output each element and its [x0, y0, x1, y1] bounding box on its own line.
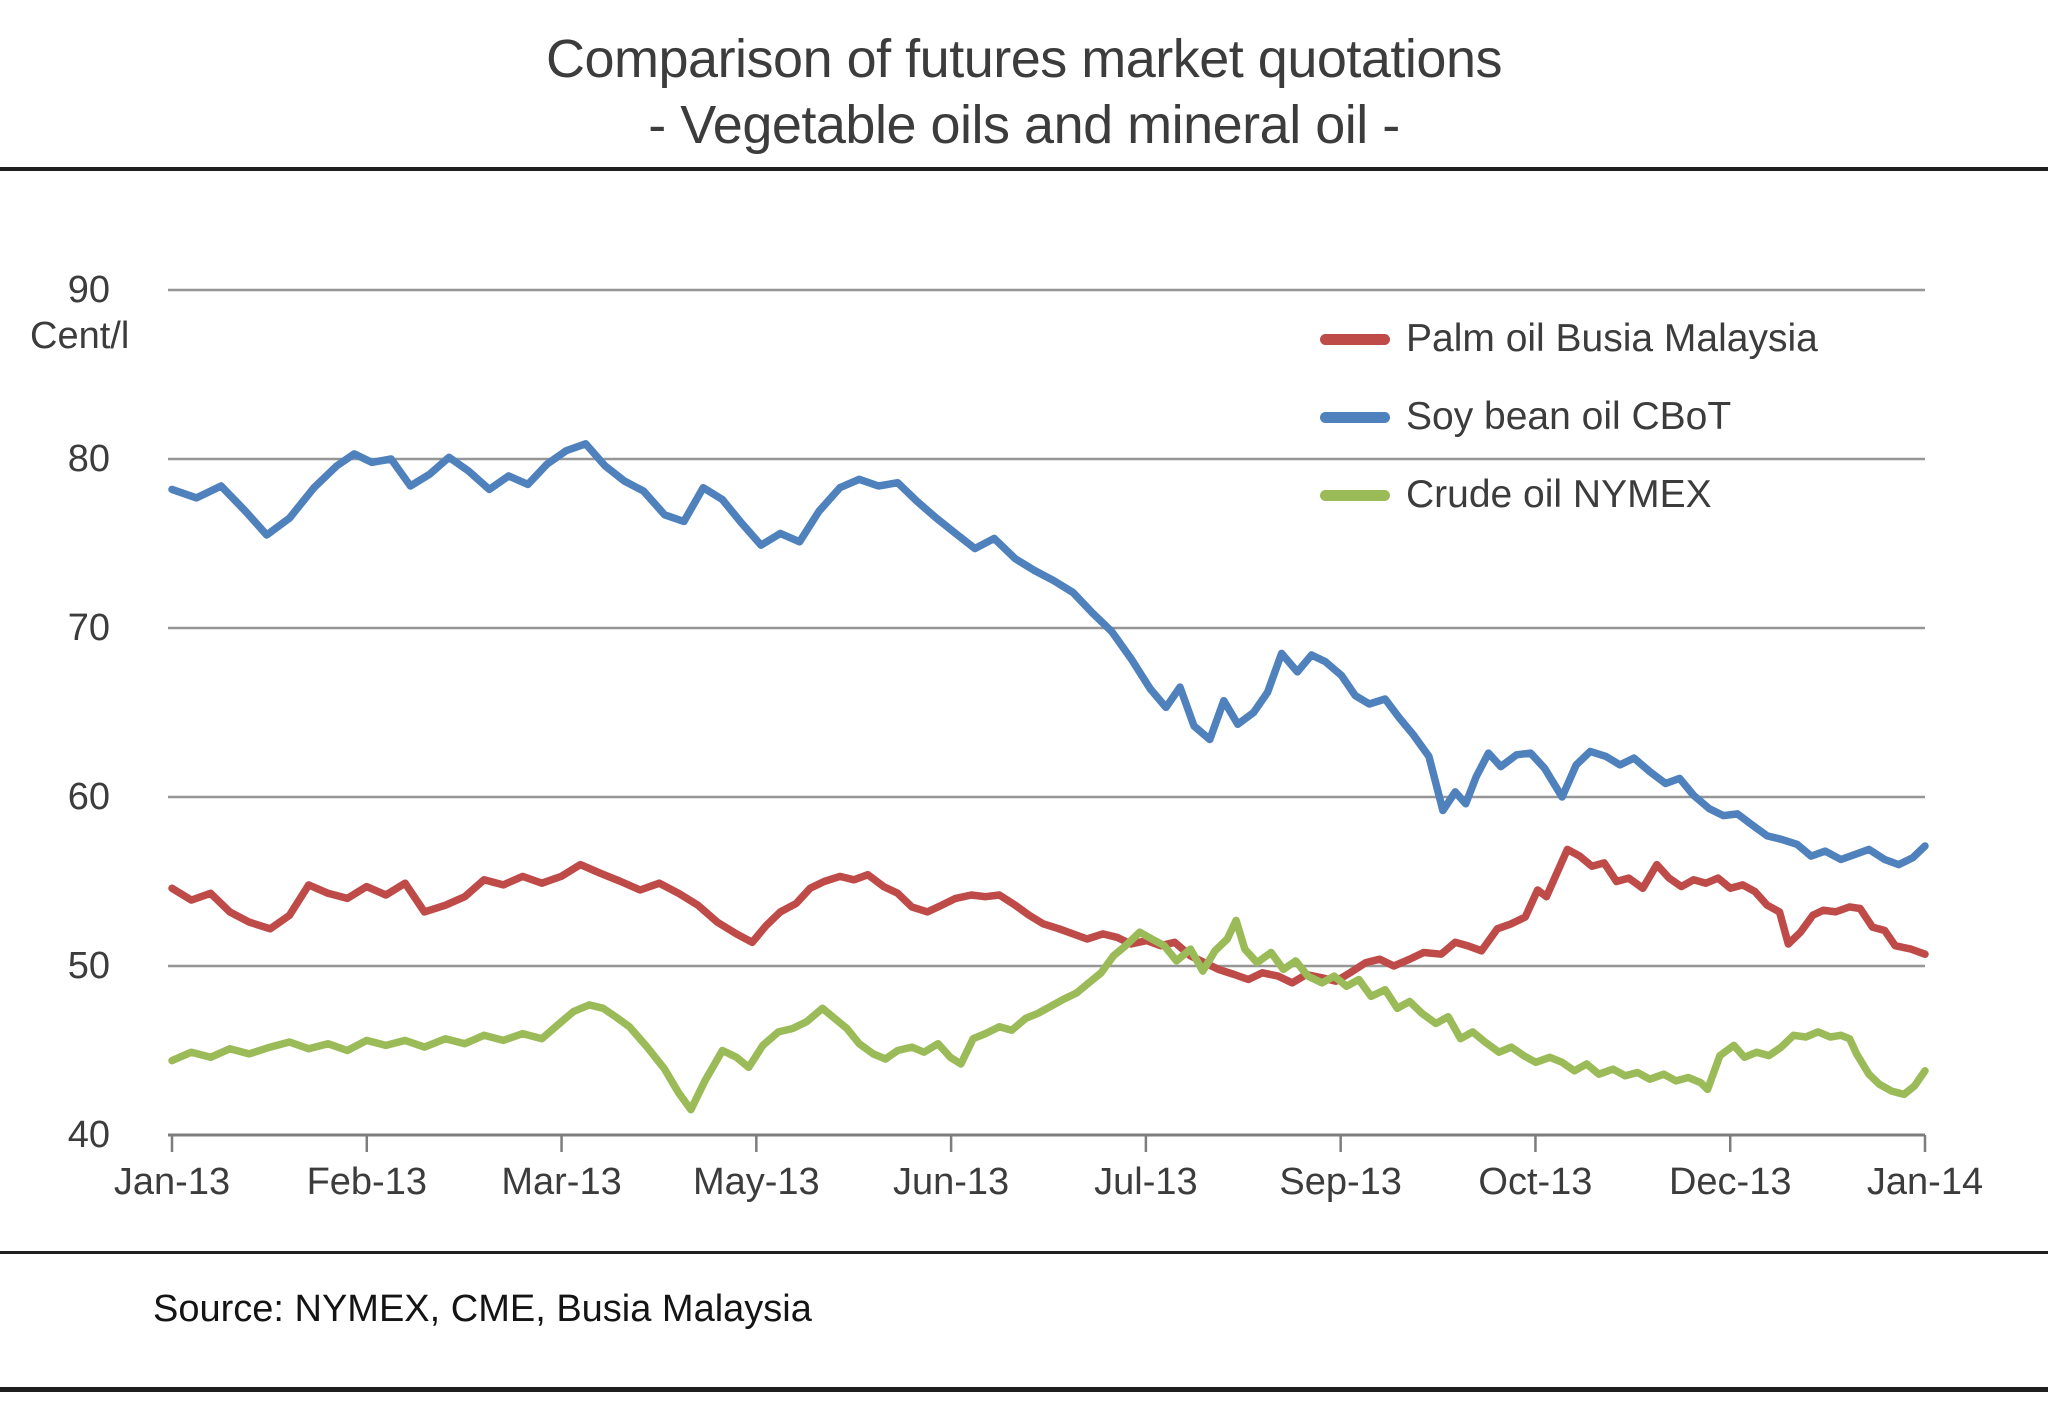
- y-axis-unit-label: Cent/l: [30, 314, 130, 357]
- bottom-divider: [0, 1387, 2048, 1392]
- x-tick-label: Jan-13: [113, 1161, 231, 1203]
- chart-title-line1: Comparison of futures market quotations: [546, 29, 1502, 89]
- x-tick-label: Jun-13: [893, 1161, 1010, 1203]
- legend-swatch-soy-bean-oil: [1320, 411, 1390, 423]
- legend-swatch-palm-oil: [1320, 333, 1390, 345]
- legend-item-soy-bean-oil: Soy bean oil CBoT: [1320, 378, 1818, 456]
- series-line-palm-oil-busia-malaysia: [168, 845, 1929, 987]
- x-tick-label: Jan-14: [1866, 1161, 1984, 1203]
- chart-title: Comparison of futures market quotations …: [0, 26, 2048, 158]
- y-tick-label: 80: [67, 438, 110, 480]
- source-text: Source: NYMEX, CME, Busia Malaysia: [153, 1288, 812, 1330]
- legend-item-crude-oil: Crude oil NYMEX: [1320, 456, 1818, 534]
- y-tick-label: 90: [67, 269, 110, 311]
- y-tick-label: 70: [67, 607, 110, 649]
- source-divider: [0, 1251, 2048, 1254]
- chart-title-line2: - Vegetable oils and mineral oil -: [648, 95, 1400, 155]
- x-tick-label: Dec-13: [1668, 1161, 1792, 1203]
- series-line-soy-bean-oil-cbot: [168, 440, 1929, 869]
- legend-label-crude-oil: Crude oil NYMEX: [1406, 473, 1712, 516]
- legend: Palm oil Busia Malaysia Soy bean oil CBo…: [1320, 300, 1818, 534]
- legend-label-soy-bean-oil: Soy bean oil CBoT: [1406, 395, 1732, 438]
- x-tick-label: Mar-13: [501, 1161, 622, 1203]
- legend-item-palm-oil: Palm oil Busia Malaysia: [1320, 300, 1818, 378]
- top-divider: [0, 167, 2048, 171]
- y-tick-label: 60: [67, 776, 110, 818]
- series-line-crude-oil-nymex: [168, 916, 1929, 1114]
- legend-label-palm-oil: Palm oil Busia Malaysia: [1406, 317, 1818, 360]
- x-tick-label: Sep-13: [1279, 1161, 1402, 1203]
- x-tick-label: Jul-13: [1094, 1161, 1198, 1203]
- legend-swatch-crude-oil: [1320, 489, 1390, 501]
- y-tick-label: 40: [67, 1114, 110, 1156]
- y-tick-label: 50: [67, 945, 110, 987]
- x-tick-label: Oct-13: [1478, 1161, 1593, 1203]
- x-tick-label: May-13: [692, 1161, 820, 1203]
- x-tick-label: Feb-13: [306, 1161, 427, 1203]
